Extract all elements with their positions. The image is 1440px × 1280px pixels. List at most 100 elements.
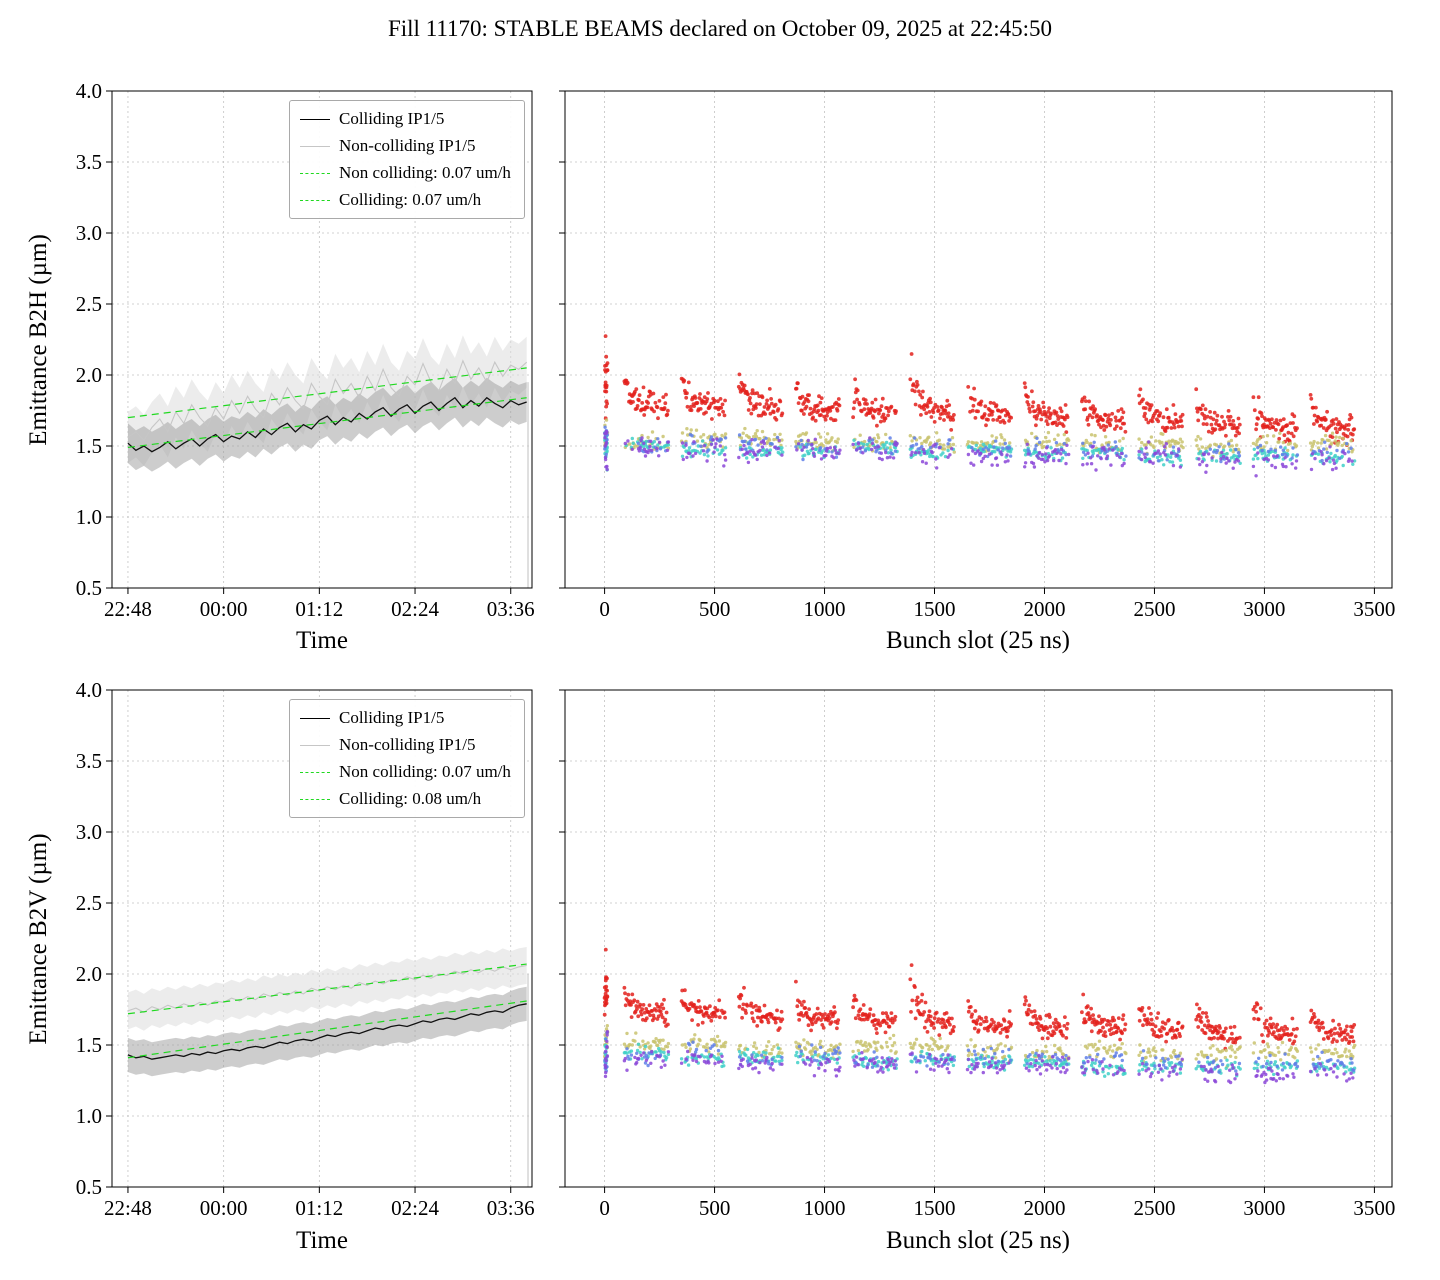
axes-frame	[564, 90, 1393, 589]
growth-trend-line	[127, 963, 527, 1015]
y-tick-label: 2.5	[76, 891, 102, 915]
x-tick-label: 3000	[1243, 597, 1285, 621]
x-tick-label: 01:12	[295, 597, 343, 621]
y-tick-label: 1.5	[76, 434, 102, 458]
x-tick-label: 01:12	[295, 1196, 343, 1220]
x-tick-label: 2000	[1023, 597, 1065, 621]
colliding-band	[127, 377, 527, 472]
axes-grid: 0 500 1000 1500 2000 2500 3000 3500	[559, 90, 1395, 621]
axes-frame	[111, 689, 533, 1188]
y-tick-label: 3.5	[76, 749, 102, 773]
y-tick-label: 3.0	[76, 221, 102, 245]
axes-grid: 0 500 1000 1500 2000 2500 3000 3500	[559, 689, 1395, 1220]
legend-label-noncolliding: Non-colliding IP1/5	[339, 735, 476, 754]
noncolliding-line-icon	[300, 744, 330, 746]
y-tick-label: 2.5	[76, 292, 102, 316]
noncolliding-band	[127, 947, 527, 1031]
trend-dashed-line-icon	[300, 172, 330, 174]
colliding-mean-line	[127, 396, 527, 453]
x-tick-label: 500	[699, 597, 731, 621]
trend-dashed-line-icon	[300, 199, 330, 201]
x-tick-label: 2500	[1133, 1196, 1175, 1220]
plot-b2h-vs-bunchslot: 0 500 1000 1500 2000 2500 3000 3500	[559, 90, 1395, 621]
axes-grid: 0.5 1.0 1.5 2.0 2.5 3.0 3.5 4.0 22:48 00:00 01:12 0…	[76, 79, 535, 621]
noncolliding-line-icon	[300, 145, 330, 147]
legend-item-noncolliding: Non-colliding IP1/5	[300, 735, 511, 755]
legend-label-noncolliding: Non-colliding IP1/5	[339, 136, 476, 155]
xlabel-b2h-time: Time	[296, 627, 348, 654]
legend-item-noncolliding: Non-colliding IP1/5	[300, 136, 511, 156]
legend-label-noncolliding-trend: Non colliding: 0.07 um/h	[339, 762, 511, 781]
x-tick-label: 500	[699, 1196, 731, 1220]
series-layer	[127, 335, 529, 588]
series-layer	[603, 334, 1357, 478]
plot-b2v-vs-time: 0.5 1.0 1.5 2.0 2.5 3.0 3.5 4.0 22:48 00:00 01:12 0…	[76, 678, 535, 1220]
xlabel-b2v-time: Time	[296, 1227, 348, 1254]
xlabel-b2v-bunch: Bunch slot (25 ns)	[886, 1227, 1070, 1254]
x-tick-label: 00:00	[200, 597, 248, 621]
legend-item-colliding-trend: Colliding: 0.07 um/h	[300, 190, 511, 210]
series-layer	[127, 947, 529, 1187]
x-tick-label: 02:24	[391, 1196, 439, 1220]
legend-item-noncolliding-trend: Non colliding: 0.07 um/h	[300, 163, 511, 183]
plot-b2h-vs-time: 0.5 1.0 1.5 2.0 2.5 3.0 3.5 4.0 22:48 00:00 01:12 0…	[76, 79, 535, 621]
colliding-mean-line	[127, 1003, 527, 1060]
y-tick-label: 1.5	[76, 1033, 102, 1057]
series-layer	[602, 947, 1357, 1085]
growth-trend-line	[127, 397, 527, 449]
x-tick-label: 1000	[804, 597, 846, 621]
x-tick-label: 22:48	[104, 597, 152, 621]
y-tick-label: 0.5	[76, 576, 102, 600]
xlabel-b2h-bunch: Bunch slot (25 ns)	[886, 627, 1070, 654]
x-tick-label: 0	[599, 597, 610, 621]
x-tick-label: 1500	[914, 1196, 956, 1220]
y-tick-label: 0.5	[76, 1175, 102, 1199]
y-tick-label: 2.0	[76, 962, 102, 986]
axes-grid: 0.5 1.0 1.5 2.0 2.5 3.0 3.5 4.0 22:48 00:00 01:12 0…	[76, 678, 535, 1220]
figure-title: Fill 11170: STABLE BEAMS declared on Oct…	[388, 16, 1052, 41]
x-tick-label: 1000	[804, 1196, 846, 1220]
ylabel-b2v: Emittance B2V (µm)	[25, 833, 52, 1044]
y-tick-label: 4.0	[76, 79, 102, 103]
x-tick-label: 02:24	[391, 597, 439, 621]
x-tick-label: 3000	[1243, 1196, 1285, 1220]
y-tick-label: 2.0	[76, 363, 102, 387]
y-tick-label: 4.0	[76, 678, 102, 702]
y-tick-label: 3.0	[76, 820, 102, 844]
x-tick-label: 1500	[914, 597, 956, 621]
x-tick-label: 00:00	[200, 1196, 248, 1220]
x-tick-label: 2000	[1023, 1196, 1065, 1220]
ylabel-b2h: Emittance B2H (µm)	[25, 234, 52, 446]
colliding-line-icon	[300, 118, 330, 120]
legend-label-colliding-trend: Colliding: 0.08 um/h	[339, 789, 482, 808]
colliding-band	[127, 986, 527, 1077]
x-tick-label: 03:36	[487, 597, 535, 621]
legend-b2v-time: Colliding IP1/5 Non-colliding IP1/5 Non …	[289, 699, 525, 818]
legend-item-colliding-trend: Colliding: 0.08 um/h	[300, 789, 511, 809]
colliding-line-icon	[300, 717, 330, 719]
y-tick-label: 3.5	[76, 150, 102, 174]
y-tick-label: 1.0	[76, 1104, 102, 1128]
y-tick-label: 1.0	[76, 505, 102, 529]
growth-trend-line	[127, 367, 527, 419]
trend-dashed-line-icon	[300, 798, 330, 800]
legend-item-colliding: Colliding IP1/5	[300, 708, 511, 728]
trend-dashed-line-icon	[300, 771, 330, 773]
legend-label-colliding: Colliding IP1/5	[339, 708, 445, 727]
axes-frame	[111, 90, 533, 589]
x-tick-label: 3500	[1353, 1196, 1395, 1220]
x-tick-label: 0	[599, 1196, 610, 1220]
legend-label-colliding: Colliding IP1/5	[339, 109, 445, 128]
legend-item-noncolliding-trend: Non colliding: 0.07 um/h	[300, 762, 511, 782]
plot-b2v-vs-bunchslot: 0 500 1000 1500 2000 2500 3000 3500	[559, 689, 1395, 1220]
axes-frame	[564, 689, 1393, 1188]
legend-label-noncolliding-trend: Non colliding: 0.07 um/h	[339, 163, 511, 182]
legend-label-colliding-trend: Colliding: 0.07 um/h	[339, 190, 482, 209]
legend-b2h-time: Colliding IP1/5 Non-colliding IP1/5 Non …	[289, 100, 525, 219]
x-tick-label: 2500	[1133, 597, 1175, 621]
x-tick-label: 03:36	[487, 1196, 535, 1220]
x-tick-label: 3500	[1353, 597, 1395, 621]
x-tick-label: 22:48	[104, 1196, 152, 1220]
